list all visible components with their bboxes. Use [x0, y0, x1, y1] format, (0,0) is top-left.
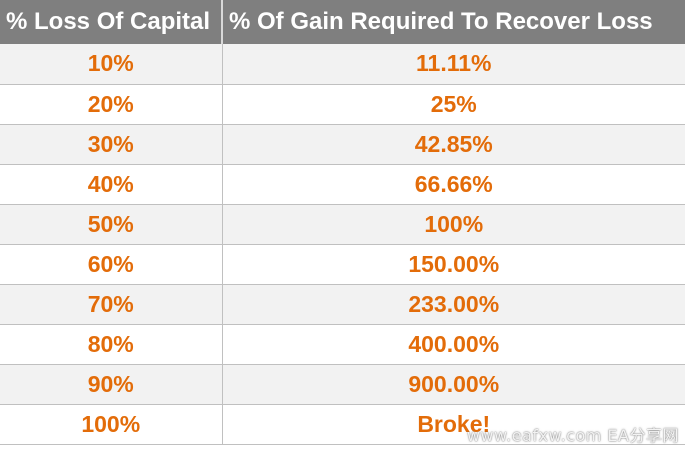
gain-cell: 66.66% [222, 164, 685, 205]
header-gain-required: % Of Gain Required To Recover Loss [222, 0, 685, 44]
table-row: 10% 11.11% [0, 44, 685, 85]
table-row: 90% 900.00% [0, 364, 685, 405]
table-row: 80% 400.00% [0, 324, 685, 365]
loss-cell: 80% [0, 324, 223, 365]
table-row: 30% 42.85% [0, 124, 685, 165]
gain-cell: 11.11% [222, 44, 685, 85]
table-row: 40% 66.66% [0, 164, 685, 205]
gain-cell: Broke! [222, 404, 685, 445]
gain-cell: 900.00% [222, 364, 685, 405]
gain-cell: 400.00% [222, 324, 685, 365]
loss-cell: 10% [0, 44, 223, 85]
table-row: 60% 150.00% [0, 244, 685, 285]
loss-cell: 20% [0, 84, 223, 125]
table-row: 70% 233.00% [0, 284, 685, 325]
gain-cell: 100% [222, 204, 685, 245]
header-row: % Loss Of Capital % Of Gain Required To … [0, 0, 685, 44]
loss-cell: 90% [0, 364, 223, 405]
gain-cell: 25% [222, 84, 685, 125]
table-row: 100% Broke! [0, 404, 685, 445]
gain-cell: 233.00% [222, 284, 685, 325]
loss-cell: 60% [0, 244, 223, 285]
table-row: 50% 100% [0, 204, 685, 245]
watermark-text: www.eafxw.com EA分享网 [466, 426, 679, 445]
loss-cell: 100% [0, 404, 223, 445]
gain-cell: 150.00% [222, 244, 685, 285]
header-loss-of-capital: % Loss Of Capital [0, 0, 223, 44]
loss-cell: 50% [0, 204, 223, 245]
table-row: 20% 25% [0, 84, 685, 125]
loss-cell: 30% [0, 124, 223, 165]
gain-cell: 42.85% [222, 124, 685, 165]
loss-cell: 40% [0, 164, 223, 205]
loss-cell: 70% [0, 284, 223, 325]
